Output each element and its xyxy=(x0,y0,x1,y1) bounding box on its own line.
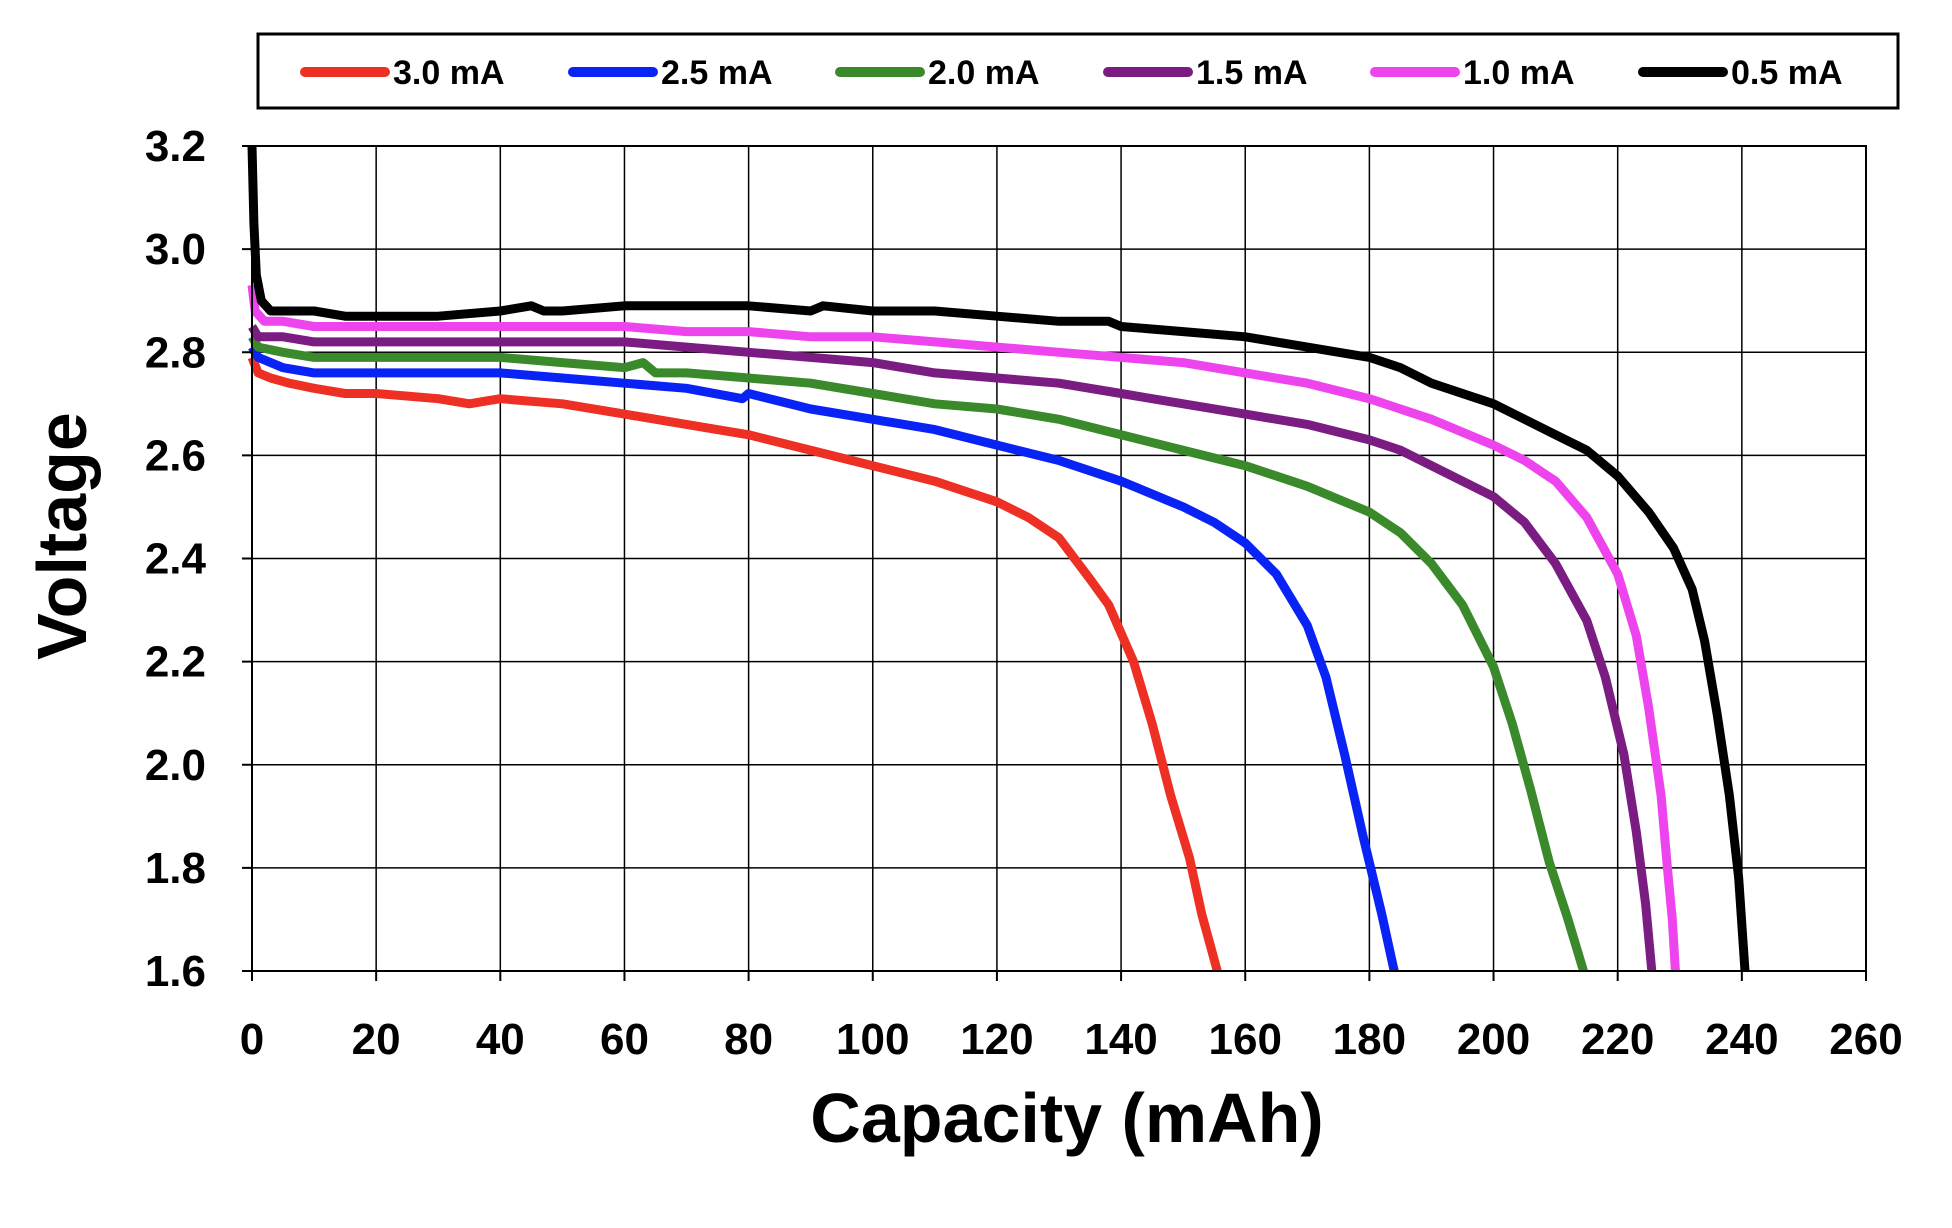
y-axis-title: Voltage xyxy=(23,412,101,660)
x-tick-label: 0 xyxy=(240,1015,264,1064)
y-tick-label: 2.4 xyxy=(145,535,207,584)
y-axis-tick-labels: 1.6 1.8 2.0 2.2 2.4 2.6 2.8 3.0 3.2 xyxy=(145,122,252,996)
x-tick-label: 200 xyxy=(1457,1015,1530,1064)
x-tick-label: 260 xyxy=(1829,1015,1902,1064)
x-tick-label: 220 xyxy=(1581,1015,1654,1064)
series-lines xyxy=(247,145,1750,973)
y-tick-label: 2.6 xyxy=(145,431,206,480)
series-line-2-0-ma xyxy=(248,334,1588,973)
x-tick-label: 20 xyxy=(352,1015,401,1064)
x-tick-label: 240 xyxy=(1705,1015,1778,1064)
x-tick-label: 40 xyxy=(476,1015,525,1064)
legend-label: 3.0 mA xyxy=(393,54,505,92)
legend-frame xyxy=(256,32,1900,110)
x-tick-label: 180 xyxy=(1333,1015,1406,1064)
y-tick-label: 2.2 xyxy=(145,638,206,687)
legend-label: 1.0 mA xyxy=(1463,54,1575,92)
x-axis-tick-labels: 0 20 40 60 80 100 120 140 160 180 200 220 240 260 xyxy=(240,971,1903,1064)
y-tick-label: 3.0 xyxy=(145,225,206,274)
legend-label: 1.5 mA xyxy=(1196,54,1308,92)
x-tick-label: 140 xyxy=(1084,1015,1157,1064)
x-tick-label: 160 xyxy=(1209,1015,1282,1064)
series-line-3-0-ma xyxy=(247,355,1222,973)
x-tick-label: 100 xyxy=(836,1015,909,1064)
series-line-1-5-ma xyxy=(248,324,1657,972)
x-tick-label: 80 xyxy=(724,1015,773,1064)
y-tick-label: 2.8 xyxy=(145,328,206,377)
series-line-1-0-ma xyxy=(247,284,1680,972)
y-tick-label: 1.6 xyxy=(145,947,206,996)
x-tick-label: 60 xyxy=(600,1015,649,1064)
y-tick-label: 1.8 xyxy=(145,844,206,893)
series-line-2-5-ma xyxy=(248,344,1399,972)
y-tick-label: 2.0 xyxy=(145,741,206,790)
y-tick-label: 3.2 xyxy=(145,122,206,171)
legend: 3.0 mA 2.5 mA 2.0 mA 1.5 mA 1.0 mA 0.5 mA xyxy=(256,32,1900,110)
legend-label: 2.0 mA xyxy=(928,54,1040,92)
legend-label: 0.5 mA xyxy=(1731,54,1843,92)
x-tick-label: 120 xyxy=(960,1015,1033,1064)
x-axis-title: Capacity (mAh) xyxy=(810,1079,1323,1157)
series-line-0-5-ma xyxy=(247,145,1750,972)
legend-label: 2.5 mA xyxy=(661,54,773,92)
